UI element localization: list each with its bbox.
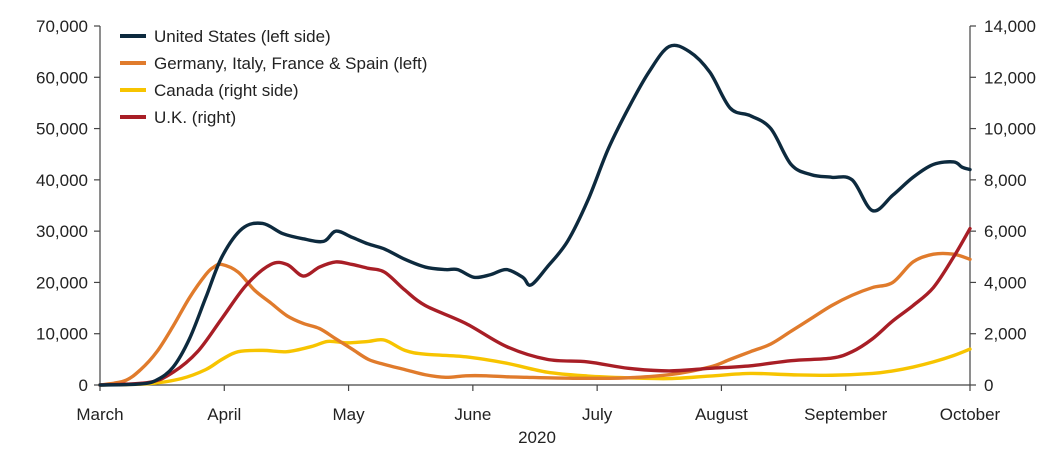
right-y-tick-label: 6,000	[984, 222, 1027, 241]
right-y-tick-label: 10,000	[984, 120, 1036, 139]
series-line-canada-right-side	[98, 337, 972, 387]
right-y-tick-label: 12,000	[984, 68, 1036, 87]
x-tick-label: August	[695, 405, 748, 424]
legend-label-germany-italy-france-spain-left: Germany, Italy, France & Spain (left)	[154, 54, 427, 73]
x-axis-year-label: 2020	[518, 428, 556, 447]
chart-legend: United States (left side) Germany, Italy,…	[120, 27, 427, 127]
x-tick-label: April	[207, 405, 241, 424]
legend-label-canada-right-side: Canada (right side)	[154, 81, 299, 100]
series-line-u-k-right	[98, 226, 972, 387]
chart-series	[98, 43, 972, 387]
right-y-tick-label: 4,000	[984, 273, 1027, 292]
right-y-tick-label: 8,000	[984, 171, 1027, 190]
left-y-tick-label: 0	[79, 376, 88, 395]
left-y-tick-label: 70,000	[36, 17, 88, 36]
legend-label-united-states-left-side: United States (left side)	[154, 27, 331, 46]
series-line-united-states-left-side	[98, 43, 972, 387]
series-line-germany-italy-france-spain-left	[98, 251, 972, 387]
left-y-tick-label: 60,000	[36, 68, 88, 87]
x-tick-label: May	[333, 405, 366, 424]
left-y-tick-label: 10,000	[36, 325, 88, 344]
x-tick-label: September	[804, 405, 887, 424]
right-y-tick-label: 14,000	[984, 17, 1036, 36]
left-y-axis-ticks: 0 10,000 20,000 30,000 40,000 50,000 60,000 70,…	[36, 17, 100, 395]
x-tick-label: June	[454, 405, 491, 424]
x-tick-label: October	[940, 405, 1001, 424]
x-tick-label: March	[76, 405, 123, 424]
x-axis-ticks: March April May June July August September Octo…	[76, 385, 1001, 424]
right-y-tick-label: 0	[984, 376, 993, 395]
x-tick-label: July	[582, 405, 613, 424]
left-y-tick-label: 30,000	[36, 222, 88, 241]
right-y-tick-label: 2,000	[984, 325, 1027, 344]
chart-axes	[99, 26, 971, 386]
legend-label-u-k-right: U.K. (right)	[154, 108, 236, 127]
left-y-tick-label: 40,000	[36, 171, 88, 190]
left-y-tick-label: 20,000	[36, 273, 88, 292]
right-y-axis-ticks: 0 2,000 4,000 6,000 8,000 10,000 12,000 14,000	[970, 17, 1036, 395]
left-y-tick-label: 50,000	[36, 120, 88, 139]
